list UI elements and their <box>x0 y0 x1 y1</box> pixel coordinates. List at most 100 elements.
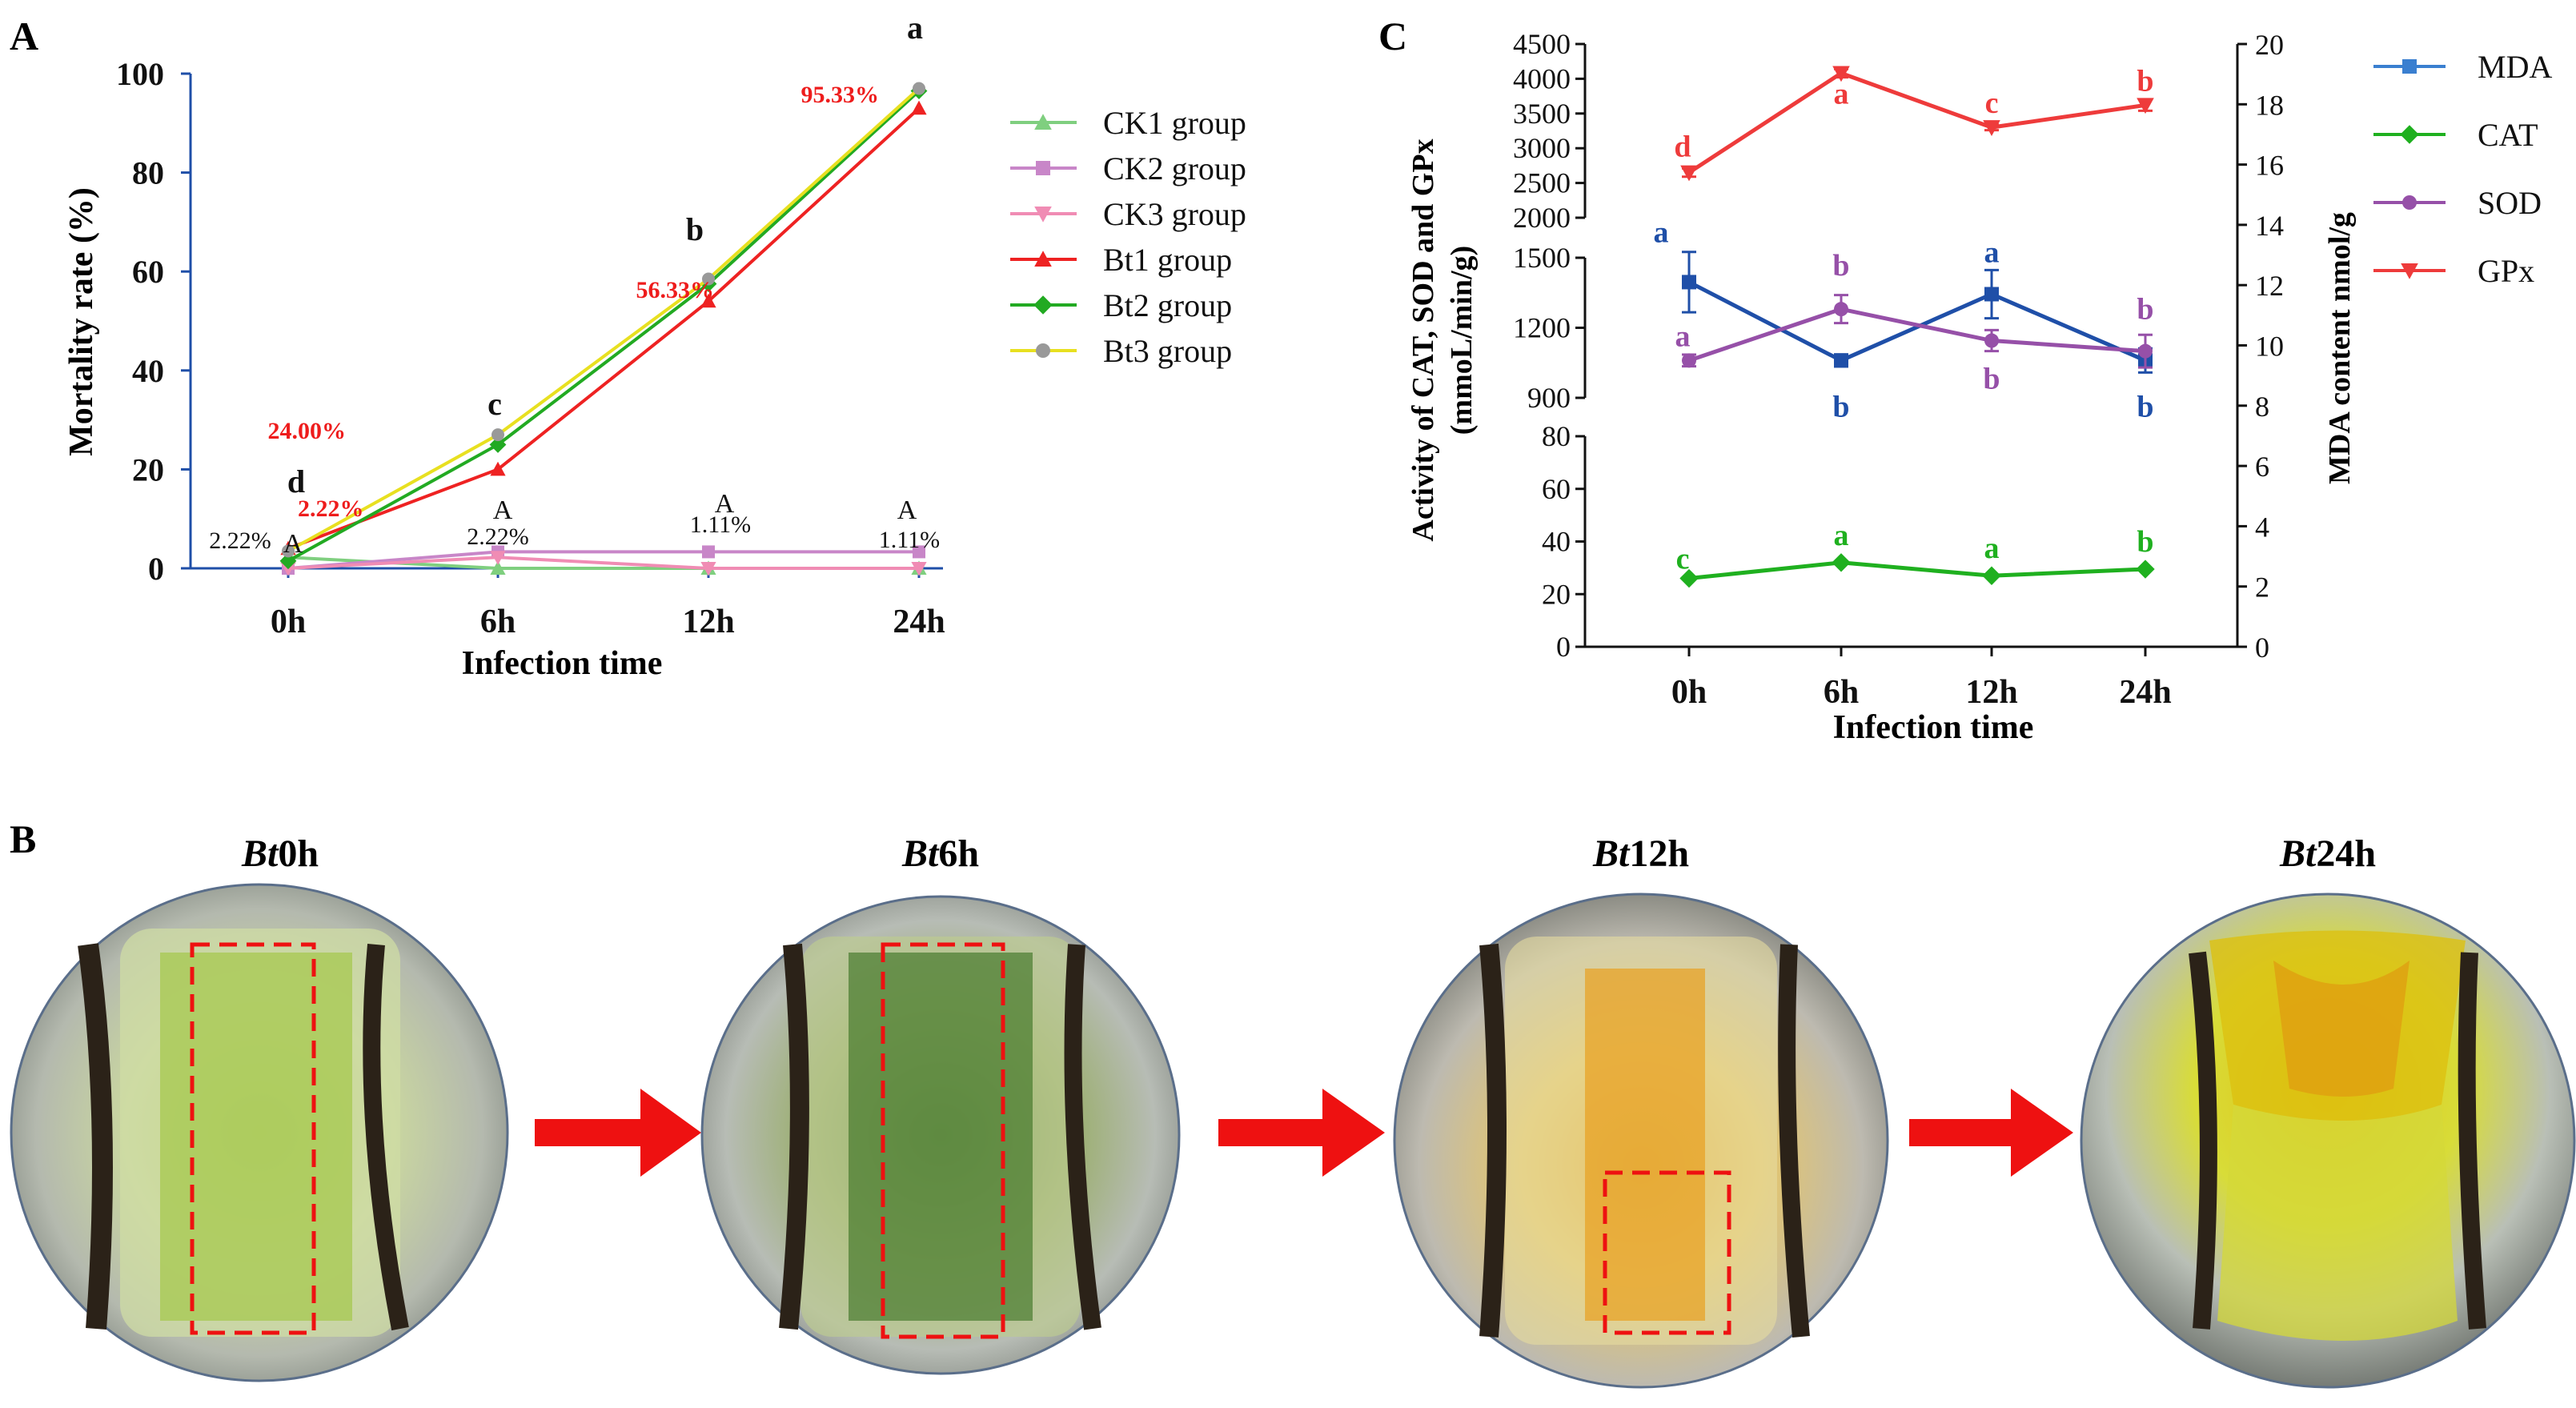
legend-label: Bt3 group <box>1103 333 1232 369</box>
chart-c-left-tick-label: 3000 <box>1513 132 1571 164</box>
photo-bt24h <box>2080 893 2576 1389</box>
chart-c-point <box>1680 165 1698 182</box>
legend-marker <box>1034 114 1052 130</box>
chart-c-sig-letter: c <box>1985 86 1999 120</box>
legend-marker <box>1036 161 1050 175</box>
chart-c: Activity of CAT, SOD and GPx (mmoL/min/g… <box>1406 28 2552 746</box>
chart-a-ck-letter: A <box>897 495 917 525</box>
chart-a-ytick-label: 100 <box>116 56 164 92</box>
chart-c-sig-letter: b <box>2137 293 2153 327</box>
chart-c-sig-letter: b <box>2137 525 2153 559</box>
chart-c-point <box>1984 333 1999 348</box>
legend-label: Bt2 group <box>1103 287 1232 323</box>
photo-label-bt6h: Bt6h <box>901 832 979 875</box>
chart-c-ylabel-left-sub: (mmoL/min/g) <box>1445 246 1479 435</box>
chart-c-sig-letter: a <box>1984 532 2000 565</box>
chart-c-left-tick-label: 0 <box>1556 631 1571 663</box>
chart-c-sig-letter: a <box>1984 235 2000 269</box>
chart-a-xtick-label: 0h <box>271 604 306 640</box>
legend-label: Bt1 group <box>1103 242 1232 278</box>
chart-c-xtick-label: 0h <box>1671 674 1707 711</box>
legend-label: CK2 group <box>1103 150 1246 187</box>
chart-a-ck-letter: A <box>283 529 303 559</box>
chart-a-bt-letter: a <box>907 10 923 46</box>
legend-marker <box>1034 207 1052 223</box>
photo-bt12h <box>1393 893 1889 1389</box>
chart-a-bt-letter: c <box>488 386 502 422</box>
chart-c-point <box>1679 568 1699 588</box>
chart-c-left-tick-label: 4000 <box>1513 62 1571 94</box>
chart-c-left-tick-label: 900 <box>1527 382 1571 414</box>
chart-c-right-tick-label: 8 <box>2255 391 2269 423</box>
chart-c-sig-letter: a <box>1834 519 1849 552</box>
legend-label: GPx <box>2478 253 2534 289</box>
chart-a-xtick-label: 24h <box>893 604 945 640</box>
chart-a-series-line-ck2-group <box>287 550 919 570</box>
chart-c-point <box>1982 566 2001 585</box>
chart-a-point <box>489 436 507 453</box>
chart-a-bt-value-label: 56.33% <box>636 277 715 303</box>
photo-bt6h <box>700 895 1181 1375</box>
legend-marker <box>2402 59 2417 74</box>
chart-a-point <box>490 551 506 565</box>
chart-c-right-tick-label: 18 <box>2255 89 2284 121</box>
arrow-icon-2 <box>1218 1089 1385 1177</box>
chart-a-bt-letter: b <box>686 211 704 247</box>
chart-c-left-tick-label: 40 <box>1542 526 1571 558</box>
chart-a-point <box>490 560 506 575</box>
legend-label: CAT <box>2478 117 2538 153</box>
chart-a-point <box>913 82 925 95</box>
chart-a-point <box>492 428 504 442</box>
chart-c-xtick-label: 6h <box>1824 674 1859 711</box>
chart-c-sig-letter: b <box>1832 390 1849 423</box>
chart-a-xtick-label: 12h <box>682 604 734 640</box>
panel-label-a: A <box>10 14 38 58</box>
chart-a-ck-letter: A <box>493 495 513 525</box>
arrow-icon-3 <box>1909 1089 2073 1177</box>
highlight-box-bt6h <box>881 942 1005 1339</box>
chart-c-right-tick-label: 0 <box>2255 632 2269 664</box>
photo-bt0h <box>10 883 509 1382</box>
chart-c-series-line-mda <box>1687 280 2146 363</box>
chart-c-point <box>2137 98 2154 114</box>
chart-a-point <box>911 562 927 576</box>
chart-a-point <box>911 100 927 115</box>
chart-c-right-tick-label: 2 <box>2255 572 2269 604</box>
chart-a-ck-value-label: 2.22% <box>209 527 271 554</box>
chart-a-series-line-ck3-group <box>287 556 919 570</box>
chart-c-sig-letter: b <box>1832 249 1849 283</box>
chart-c-point <box>1834 302 1848 317</box>
photo-label-bt0h: Bt0h <box>241 832 319 875</box>
legend-marker <box>1036 343 1050 358</box>
chart-c-right-tick-label: 14 <box>2255 210 2284 242</box>
chart-a-bt-letter: d <box>287 463 305 499</box>
chart-a-point <box>282 544 295 558</box>
chart-a-series-line-bt3-group <box>287 87 921 553</box>
panel-label-b: B <box>10 816 36 861</box>
chart-a-xtick-label: 6h <box>480 604 516 640</box>
legend-marker <box>2401 263 2418 279</box>
chart-a-ytick-label: 60 <box>132 254 164 290</box>
chart-c-sig-letter: b <box>2137 64 2153 98</box>
chart-a-series-line-bt1-group <box>287 106 921 551</box>
chart-c-sig-letter: d <box>1674 130 1691 164</box>
chart-a-point <box>702 272 715 286</box>
chart-c-left-tick-label: 2500 <box>1513 167 1571 199</box>
chart-a-ytick-label: 20 <box>132 451 164 487</box>
chart-a-ck-value-label: 2.22% <box>467 523 529 550</box>
chart-a-point <box>279 552 297 570</box>
legend-marker <box>1033 295 1053 315</box>
legend-marker <box>1034 251 1052 267</box>
chart-a-bt-value-label: 24.00% <box>268 418 347 444</box>
legend-label: MDA <box>2478 49 2552 85</box>
chart-c-point <box>1834 353 1848 368</box>
chart-c-ylabel-left: Activity of CAT, SOD and GPx <box>1406 138 1440 541</box>
chart-a-ck-value-label: 1.11% <box>879 527 940 553</box>
legend-marker <box>2402 195 2417 210</box>
chart-c-xlabel: Infection time <box>1833 709 2034 746</box>
highlight-box-bt12h <box>1603 1170 1731 1335</box>
chart-c-point <box>1832 66 1850 82</box>
legend-label: CK3 group <box>1103 196 1246 232</box>
chart-c-left-tick-label: 4500 <box>1513 28 1571 60</box>
legend-label: CK1 group <box>1103 105 1246 141</box>
